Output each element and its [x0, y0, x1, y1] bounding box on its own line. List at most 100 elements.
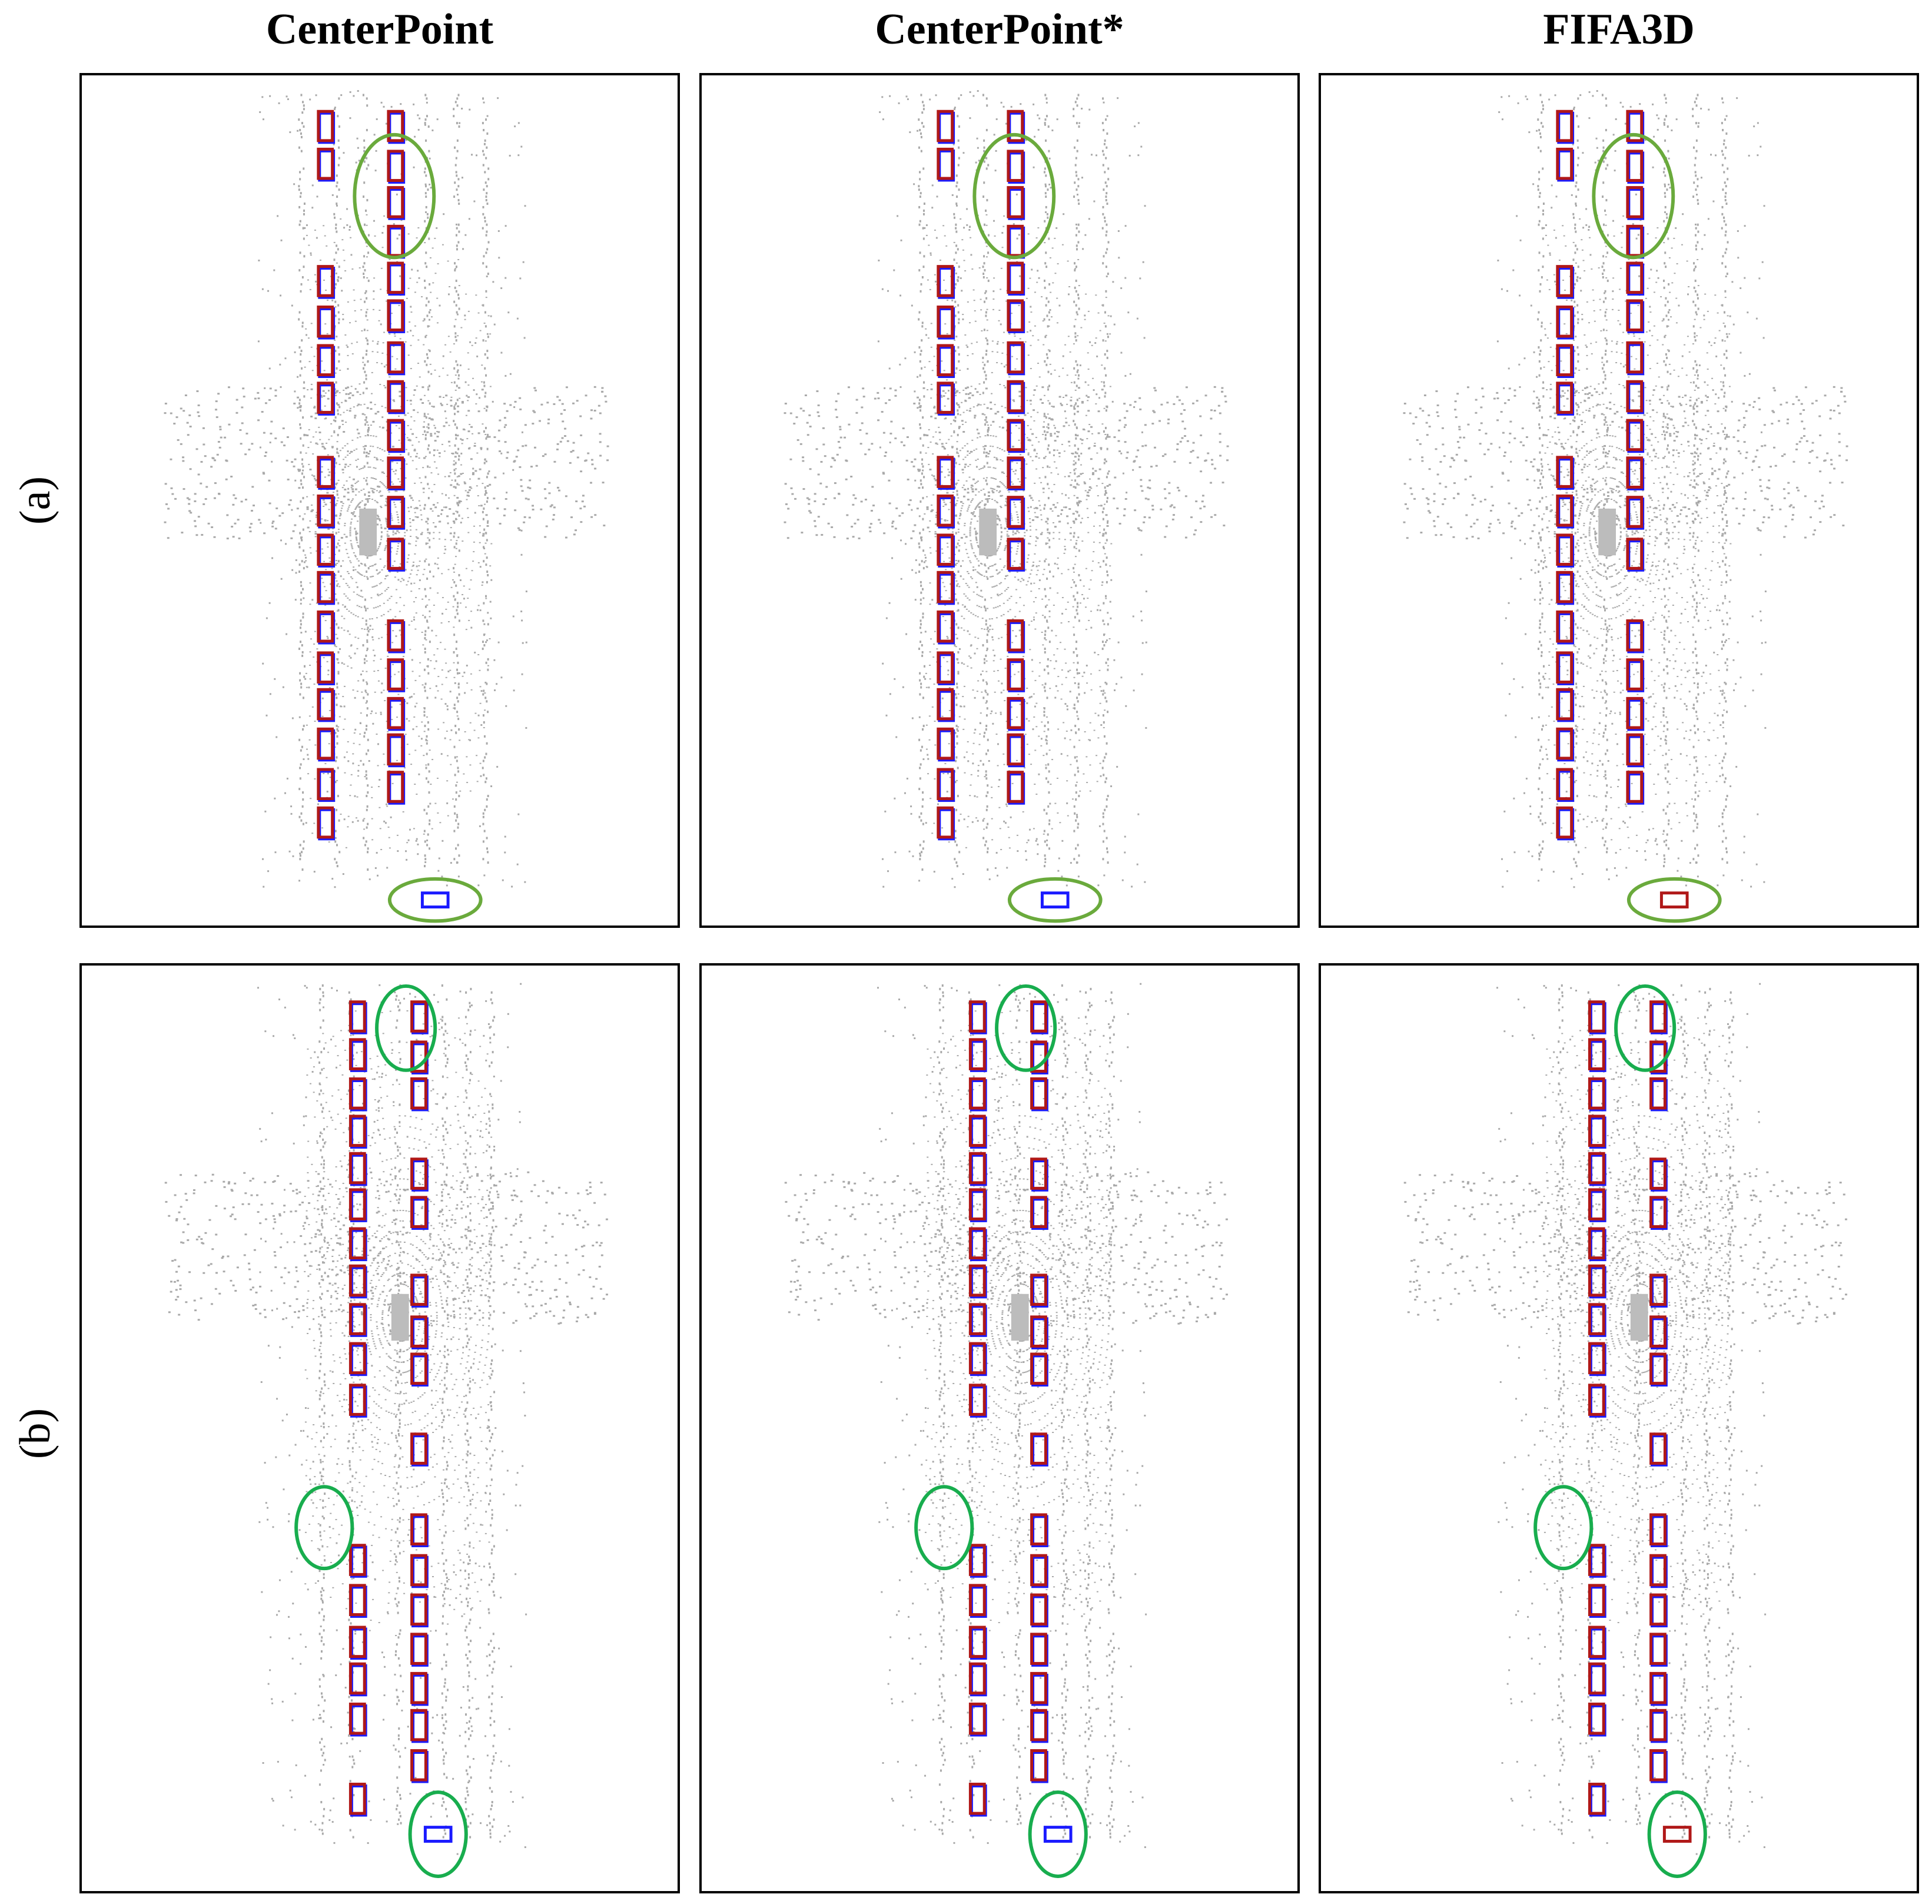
prediction-box	[1030, 1315, 1047, 1348]
prediction-box	[1030, 1593, 1047, 1626]
prediction-box	[348, 1114, 366, 1147]
highlight-ellipse	[353, 132, 436, 260]
prediction-box	[410, 1709, 427, 1742]
prediction-box	[1556, 147, 1574, 180]
panel-b-fifa3d	[1319, 963, 1919, 1893]
panel-a-centerpoint	[79, 73, 680, 928]
highlight-ellipse	[995, 984, 1057, 1072]
ego-vehicle	[391, 1293, 409, 1341]
prediction-box	[937, 456, 954, 488]
prediction-box	[1626, 658, 1644, 691]
prediction-box	[1649, 1709, 1667, 1742]
prediction-box	[1007, 658, 1024, 691]
column-title-centerpoint-star: CenterPoint*	[875, 5, 1124, 54]
prediction-box	[968, 1038, 986, 1070]
prediction-box	[348, 1077, 366, 1110]
prediction-box	[937, 570, 954, 603]
prediction-box	[317, 688, 334, 721]
prediction-box	[968, 1782, 986, 1815]
prediction-box	[1030, 1000, 1047, 1033]
prediction-box	[410, 1432, 427, 1465]
prediction-box	[1626, 619, 1644, 652]
prediction-box	[968, 1000, 986, 1033]
prediction-box	[1649, 1352, 1667, 1385]
prediction-box	[1626, 261, 1644, 294]
prediction-box	[348, 1662, 366, 1695]
prediction-box	[410, 1554, 427, 1587]
prediction-box	[1030, 1554, 1047, 1587]
prediction-box	[1030, 1077, 1047, 1110]
prediction-box	[1007, 261, 1024, 294]
prediction-box	[1649, 1554, 1667, 1587]
highlight-ellipse	[1614, 984, 1677, 1072]
row-label-b: (b)	[11, 1408, 59, 1459]
highlight-ellipse	[1626, 877, 1722, 923]
prediction-box	[968, 1152, 986, 1185]
prediction-box	[410, 1352, 427, 1385]
prediction-box	[937, 265, 954, 297]
highlighted-object-box	[1659, 891, 1689, 909]
prediction-box	[1649, 1633, 1667, 1665]
prediction-box	[387, 150, 404, 183]
prediction-box	[1556, 344, 1574, 377]
prediction-box	[348, 1264, 366, 1297]
prediction-box	[1556, 456, 1574, 488]
prediction-box	[1626, 299, 1644, 331]
prediction-box	[937, 305, 954, 338]
prediction-box	[317, 570, 334, 603]
prediction-box	[1649, 1315, 1667, 1348]
ego-vehicle	[1598, 508, 1616, 556]
prediction-box	[410, 1000, 427, 1033]
prediction-box	[387, 224, 404, 257]
prediction-box	[1007, 341, 1024, 374]
ego-vehicle	[359, 508, 377, 556]
ego-vehicle	[1630, 1293, 1648, 1341]
prediction-box	[1626, 341, 1644, 374]
prediction-box	[1649, 1513, 1667, 1545]
prediction-box	[1030, 1709, 1047, 1742]
prediction-box	[348, 1544, 366, 1576]
highlight-ellipse	[1028, 1790, 1088, 1878]
point-cloud	[784, 983, 1228, 1855]
prediction-box	[387, 619, 404, 652]
lidar-bev-plot	[1403, 983, 1847, 1878]
prediction-box	[317, 265, 334, 297]
prediction-box	[1556, 806, 1574, 839]
detection-boxes	[317, 110, 406, 841]
prediction-box	[387, 696, 404, 729]
prediction-box	[387, 771, 404, 803]
prediction-box	[1588, 1188, 1605, 1220]
prediction-box	[1030, 1157, 1047, 1190]
prediction-box	[348, 1303, 366, 1335]
prediction-box	[1626, 538, 1644, 570]
ego-vehicle	[979, 508, 997, 556]
prediction-box	[1588, 1303, 1605, 1335]
prediction-box	[1649, 1593, 1667, 1626]
detection-boxes	[348, 1000, 429, 1817]
prediction-box	[1588, 1702, 1605, 1735]
prediction-box	[1588, 1782, 1605, 1815]
prediction-box	[1007, 419, 1024, 452]
highlight-ellipse	[408, 1790, 468, 1878]
prediction-box	[410, 1749, 427, 1782]
prediction-box	[410, 1196, 427, 1228]
prediction-box	[1588, 1584, 1605, 1616]
prediction-box	[968, 1227, 986, 1260]
column-title-centerpoint: CenterPoint	[265, 5, 494, 54]
prediction-box	[1556, 688, 1574, 721]
prediction-box	[937, 768, 954, 801]
prediction-box	[317, 147, 334, 180]
prediction-box	[1588, 1227, 1605, 1260]
prediction-box	[317, 651, 334, 684]
prediction-box	[968, 1702, 986, 1735]
panel-a-centerpoint-star	[699, 73, 1300, 928]
prediction-box	[1556, 727, 1574, 760]
highlight-ellipse	[387, 877, 483, 923]
prediction-box	[968, 1188, 986, 1220]
detection-boxes	[968, 1000, 1048, 1817]
prediction-box	[387, 456, 404, 489]
highlighted-object-box	[423, 1826, 453, 1843]
prediction-box	[1626, 496, 1644, 528]
prediction-box	[1588, 1384, 1605, 1416]
prediction-box	[348, 1038, 366, 1070]
